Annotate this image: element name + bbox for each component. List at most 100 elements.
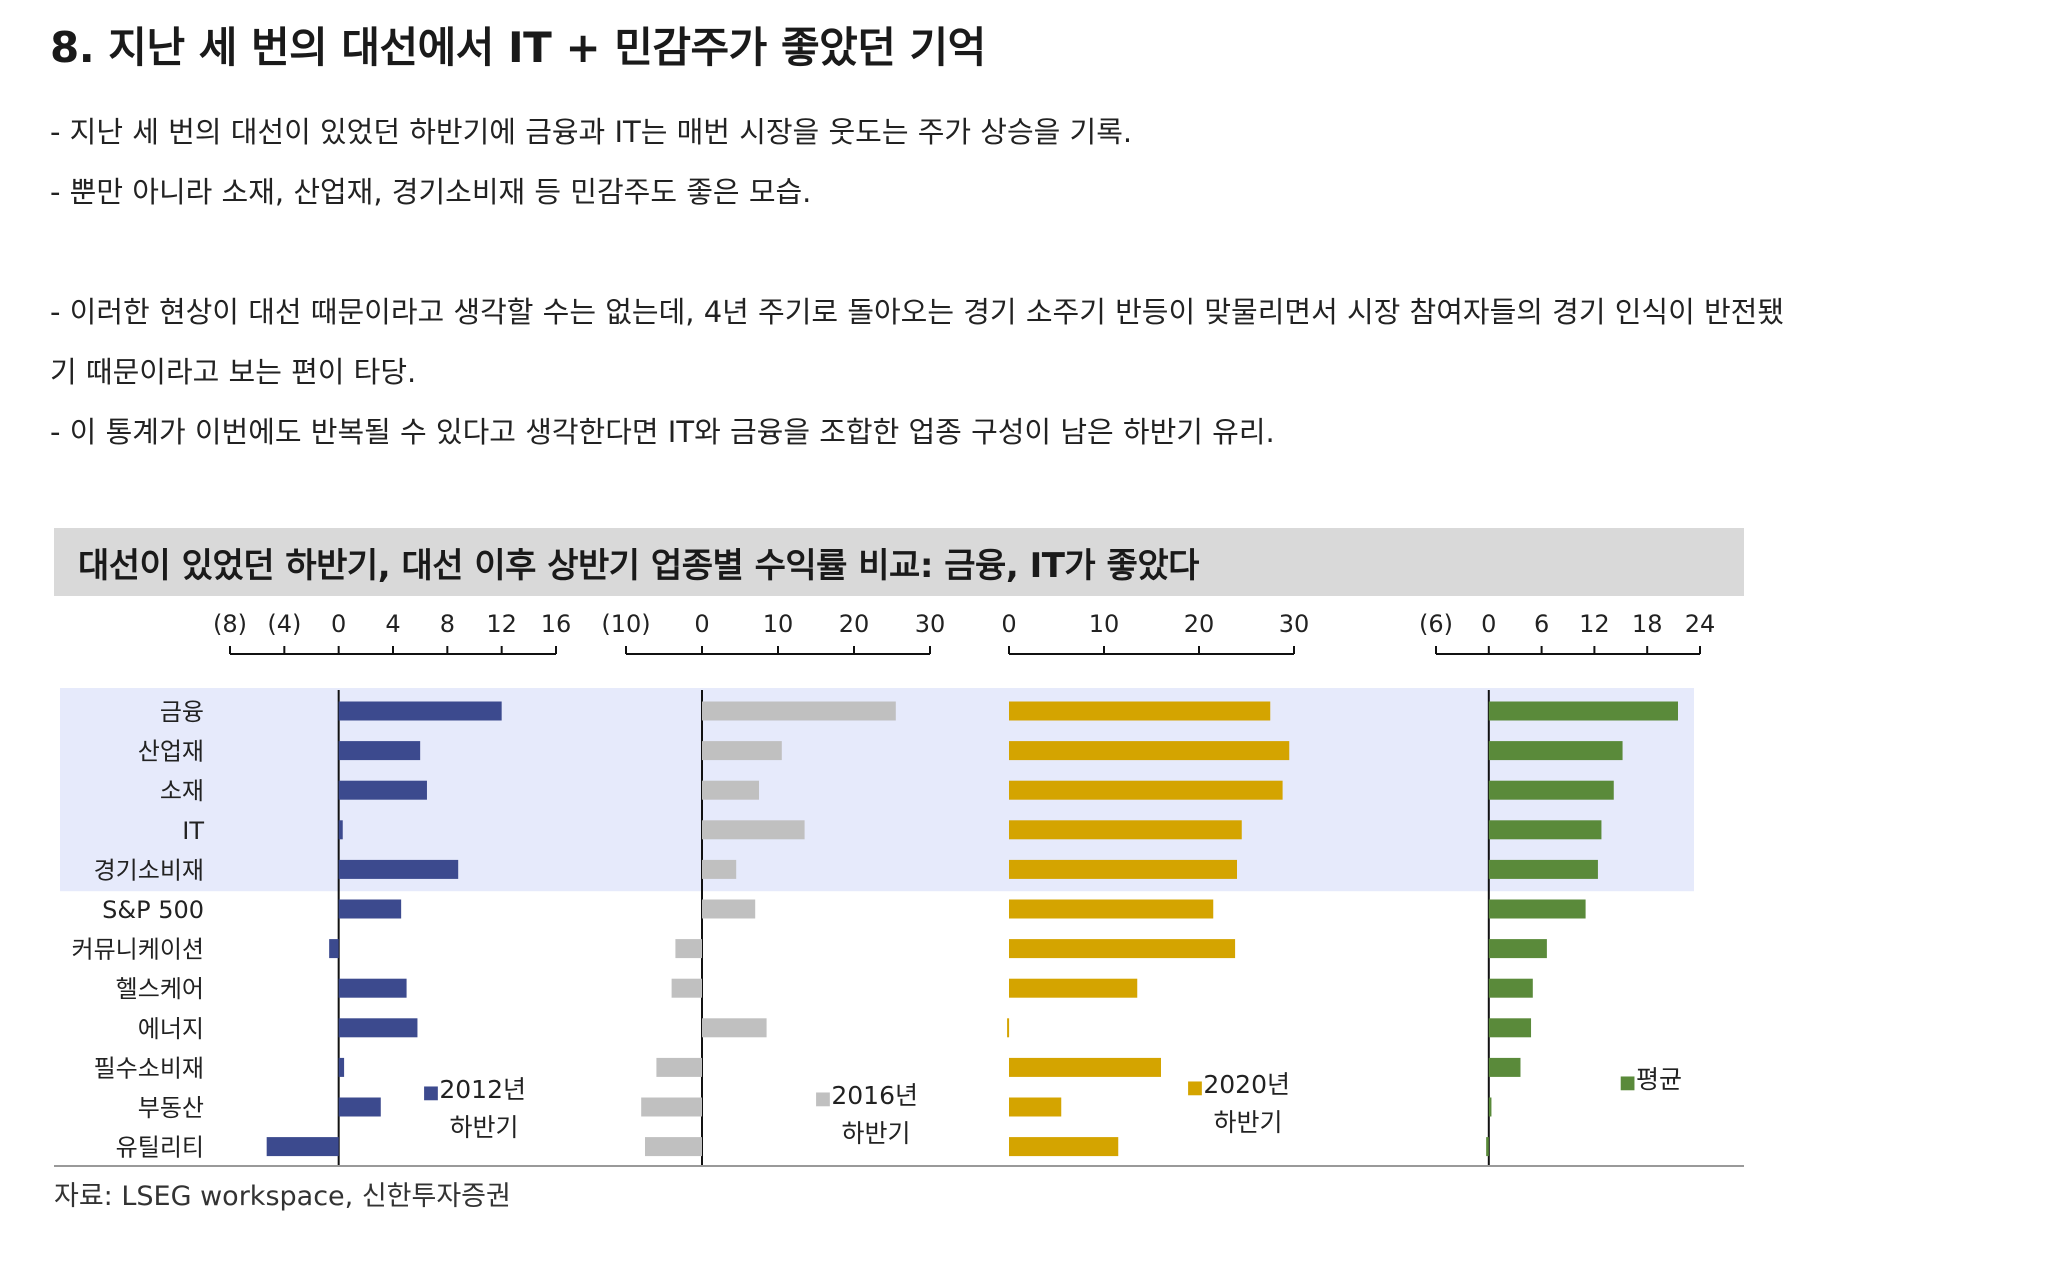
bar bbox=[338, 859, 459, 879]
category-label: 헬스케어 bbox=[116, 975, 204, 1003]
category-label: 커뮤니케이션 bbox=[72, 936, 204, 964]
x-tick-label: 0 bbox=[694, 610, 709, 638]
bar bbox=[338, 741, 421, 761]
bar bbox=[1488, 939, 1547, 959]
legend-text: 2016년 bbox=[831, 1081, 918, 1110]
legend-label: ■평균 bbox=[1619, 1065, 1682, 1094]
category-label: 부동산 bbox=[138, 1094, 204, 1122]
bar bbox=[1488, 899, 1586, 919]
x-tick-label: 20 bbox=[839, 610, 870, 638]
bar bbox=[1488, 859, 1598, 879]
category-label: 필수소비재 bbox=[94, 1054, 204, 1082]
bar bbox=[1488, 1057, 1521, 1077]
bar bbox=[1009, 859, 1237, 879]
legend-swatch: ■ bbox=[1619, 1072, 1636, 1093]
bar bbox=[338, 820, 343, 840]
x-tick-label: 30 bbox=[915, 610, 946, 638]
category-label: IT bbox=[182, 817, 204, 845]
category-label: 소재 bbox=[160, 777, 204, 805]
bullet-item: - 이 통계가 이번에도 반복될 수 있다고 생각한다면 IT와 금융을 조합한… bbox=[50, 415, 1275, 449]
bar bbox=[1488, 780, 1614, 800]
x-tick-label: 8 bbox=[440, 610, 455, 638]
bar bbox=[1488, 741, 1623, 761]
bar bbox=[1009, 1097, 1062, 1117]
bar bbox=[671, 978, 702, 998]
x-tick-label: 0 bbox=[331, 610, 346, 638]
bar bbox=[702, 780, 759, 800]
bar bbox=[702, 701, 896, 721]
bullet-item: - 뿐만 아니라 소재, 산업재, 경기소비재 등 민감주도 좋은 모습. bbox=[50, 175, 812, 209]
legend-label-line2: 하반기 bbox=[449, 1113, 518, 1142]
bar bbox=[702, 741, 782, 761]
category-label: 금융 bbox=[160, 698, 204, 726]
bar bbox=[1009, 978, 1138, 998]
category-label: 유틸리티 bbox=[116, 1134, 204, 1162]
legend-text: 평균 bbox=[1636, 1065, 1682, 1094]
category-label: S&P 500 bbox=[102, 896, 204, 924]
chart-source: 자료: LSEG workspace, 신한투자증권 bbox=[54, 1181, 511, 1212]
bar bbox=[1009, 1057, 1161, 1077]
legend-swatch: ■ bbox=[1186, 1077, 1203, 1098]
x-tick-label: 16 bbox=[541, 610, 572, 638]
bar bbox=[1009, 780, 1283, 800]
legend-text: 2012년 bbox=[439, 1075, 526, 1104]
bar bbox=[702, 899, 756, 919]
bar bbox=[1488, 1018, 1532, 1038]
bar bbox=[338, 978, 407, 998]
bar bbox=[1486, 1137, 1489, 1157]
x-tick-label: 10 bbox=[763, 610, 794, 638]
x-tick-label: 0 bbox=[1001, 610, 1016, 638]
page-heading: 8. 지난 세 번의 대선에서 IT + 민감주가 좋았던 기억 bbox=[50, 23, 986, 72]
chart-title-bar: 대선이 있었던 하반기, 대선 이후 상반기 업종별 수익률 비교: 금융, I… bbox=[54, 528, 1744, 596]
x-tick-label: 12 bbox=[1579, 610, 1610, 638]
x-tick-label: 6 bbox=[1534, 610, 1549, 638]
bar bbox=[645, 1137, 702, 1157]
bar bbox=[1007, 1018, 1010, 1038]
bar bbox=[338, 780, 427, 800]
bullet-item: - 지난 세 번의 대선이 있었던 하반기에 금융과 IT는 매번 시장을 웃도… bbox=[50, 115, 1133, 149]
x-tick-label: 18 bbox=[1632, 610, 1663, 638]
legend-label: ■2012년 bbox=[422, 1075, 526, 1104]
x-tick-label: (4) bbox=[267, 610, 301, 638]
bar bbox=[675, 939, 702, 959]
x-tick-label: (8) bbox=[213, 610, 247, 638]
x-tick-label: 20 bbox=[1184, 610, 1215, 638]
x-tick-label: (6) bbox=[1419, 610, 1453, 638]
bar bbox=[338, 1057, 345, 1077]
legend-swatch: ■ bbox=[422, 1082, 439, 1103]
category-label: 경기소비재 bbox=[94, 856, 204, 884]
bar bbox=[641, 1097, 702, 1117]
bar bbox=[702, 820, 805, 840]
legend-swatch: ■ bbox=[814, 1088, 831, 1109]
bar bbox=[1488, 1097, 1492, 1117]
legend-text: 2020년 bbox=[1203, 1070, 1290, 1099]
chart-title: 대선이 있었던 하반기, 대선 이후 상반기 업종별 수익률 비교: 금융, I… bbox=[78, 545, 1199, 586]
x-tick-label: 12 bbox=[486, 610, 517, 638]
bar bbox=[1009, 899, 1214, 919]
bar bbox=[656, 1057, 702, 1077]
x-tick-label: 30 bbox=[1279, 610, 1310, 638]
bar bbox=[338, 701, 502, 721]
bar bbox=[338, 1097, 381, 1117]
x-tick-label: (10) bbox=[601, 610, 650, 638]
bullet-item: 기 때문이라고 보는 편이 타당. bbox=[50, 355, 417, 389]
bar bbox=[1488, 978, 1533, 998]
bar bbox=[338, 1018, 418, 1038]
bullet-item: - 이러한 현상이 대선 때문이라고 생각할 수는 없는데, 4년 주기로 돌아… bbox=[50, 295, 1785, 329]
legend-label: ■2016년 bbox=[814, 1081, 918, 1110]
bar bbox=[266, 1137, 339, 1157]
bar bbox=[702, 859, 737, 879]
chart-figure: 대선이 있었던 하반기, 대선 이후 상반기 업종별 수익률 비교: 금융, I… bbox=[54, 528, 1744, 1212]
bullet-list: - 지난 세 번의 대선이 있었던 하반기에 금융과 IT는 매번 시장을 웃도… bbox=[50, 102, 2010, 462]
bar bbox=[1488, 820, 1602, 840]
x-tick-label: 0 bbox=[1481, 610, 1496, 638]
bar bbox=[1009, 741, 1290, 761]
x-tick-label: 4 bbox=[385, 610, 400, 638]
x-tick-label: 24 bbox=[1685, 610, 1716, 638]
highlight-band bbox=[60, 688, 1694, 892]
bar bbox=[338, 899, 402, 919]
bar bbox=[1009, 701, 1271, 721]
category-label: 에너지 bbox=[138, 1015, 204, 1043]
